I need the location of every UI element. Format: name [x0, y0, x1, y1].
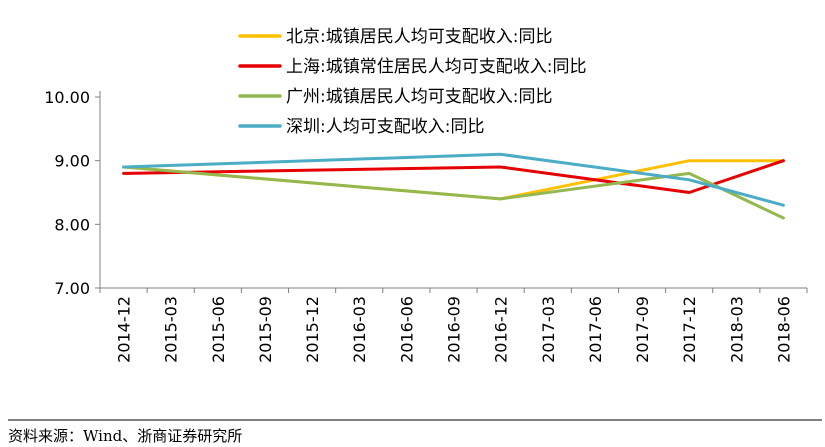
series-line-2	[122, 159, 785, 194]
x-tick-label: 2017-12	[680, 296, 699, 363]
x-tick-label: 2017-09	[633, 296, 652, 363]
x-tick-label: 2016-12	[492, 296, 511, 363]
x-tick-label: 2015-09	[256, 296, 275, 363]
x-tick-label: 2018-03	[727, 296, 746, 363]
x-tick-label: 2014-12	[115, 296, 134, 363]
x-tick-label: 2016-06	[397, 296, 416, 363]
source-note: 资料来源：Wind、浙商证券研究所	[8, 427, 242, 445]
series-line-4	[122, 152, 785, 207]
x-tick-label: 2017-06	[586, 296, 605, 363]
legend-label: 北京:城镇居民人均可支配收入:同比	[286, 27, 552, 47]
y-tick-label: 9.00	[54, 152, 90, 171]
y-axis: 7.00 8.00 9.00 10.00	[44, 88, 101, 298]
y-tick-label: 8.00	[54, 215, 90, 234]
x-tick-label: 2015-06	[209, 296, 228, 363]
legend-label: 上海:城镇常住居民人均可支配收入:同比	[286, 57, 586, 77]
x-tick-label: 2017-03	[539, 296, 558, 363]
x-tick-label: 2016-09	[445, 296, 464, 363]
plot-area	[122, 152, 785, 220]
legend-label: 深圳:人均可支配收入:同比	[286, 117, 484, 137]
series-line-3	[122, 165, 785, 220]
legend: 北京:城镇居民人均可支配收入:同比上海:城镇常住居民人均可支配收入:同比广州:城…	[238, 27, 586, 137]
y-tick-label: 7.00	[54, 279, 90, 298]
x-tick-label: 2015-03	[162, 296, 181, 363]
x-tick-label: 2015-12	[303, 296, 322, 363]
y-tick-label: 10.00	[44, 88, 90, 107]
legend-label: 广州:城镇居民人均可支配收入:同比	[286, 87, 552, 107]
x-tick-label: 2018-06	[774, 296, 793, 363]
x-tick-label: 2016-03	[350, 296, 369, 363]
x-axis: 2014-12 2015-03 2015-06 2015-09 2015-12 2016-…	[99, 287, 808, 363]
